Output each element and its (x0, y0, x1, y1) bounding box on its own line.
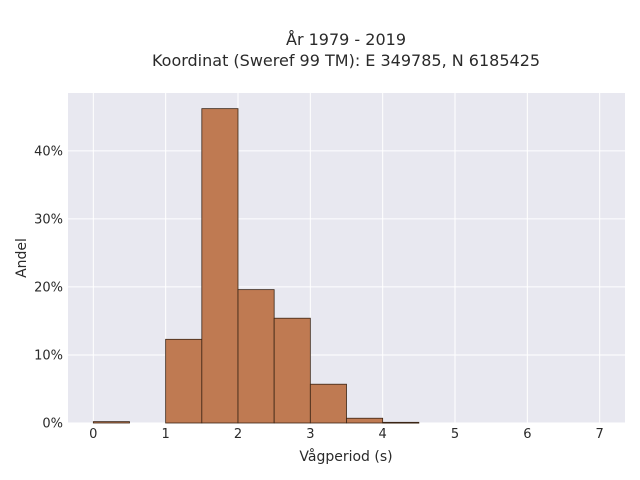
y-tick-label: 0% (42, 417, 63, 432)
x-axis-label: Vågperiod (s) (299, 448, 392, 465)
y-tick-label: 30% (34, 212, 63, 227)
y-tick-label: 20% (34, 280, 63, 295)
y-axis-label: Andel (14, 238, 30, 278)
histogram-bar (309, 383, 347, 424)
histogram-bar (382, 421, 420, 424)
histogram-bar (346, 417, 384, 424)
bars (92, 108, 420, 424)
y-tick-label: 40% (34, 144, 63, 159)
plot-area (68, 93, 625, 423)
x-axis-ticks: 0 1 2 3 4 5 6 7 (89, 427, 604, 442)
chart-subtitle: Koordinat (Sweref 99 TM): E 349785, N 61… (152, 51, 540, 70)
chart-title: År 1979 - 2019 (286, 30, 406, 49)
histogram-bar (165, 338, 203, 424)
x-tick-label: 6 (523, 427, 531, 442)
y-axis-ticks: 0% 10% 20% 30% 40% (34, 144, 63, 431)
x-tick-label: 2 (234, 427, 242, 442)
x-tick-label: 5 (451, 427, 459, 442)
histogram-bar (92, 421, 130, 424)
histogram-bar (273, 317, 311, 424)
histogram-bar (201, 108, 239, 424)
x-tick-label: 4 (379, 427, 387, 442)
y-tick-label: 10% (34, 348, 63, 363)
x-tick-label: 0 (89, 427, 97, 442)
x-tick-label: 3 (306, 427, 314, 442)
x-tick-label: 7 (596, 427, 604, 442)
histogram-bar (237, 289, 275, 424)
x-tick-label: 1 (162, 427, 170, 442)
